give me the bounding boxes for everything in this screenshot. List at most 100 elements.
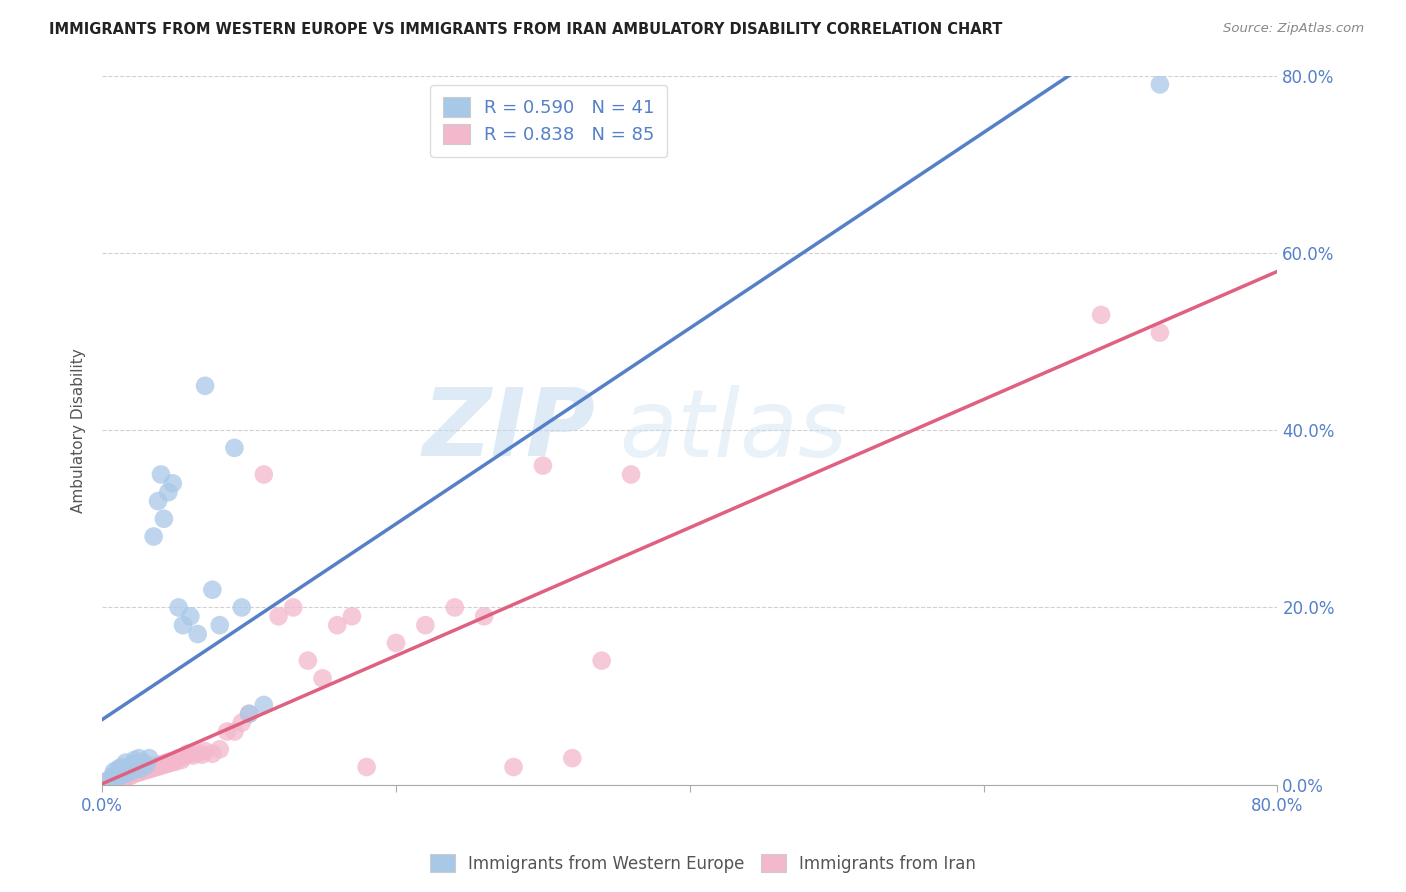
Point <box>94 775 117 789</box>
Point <box>141 760 163 774</box>
Point <box>104 771 127 785</box>
Point <box>132 763 155 777</box>
Point <box>98 773 121 788</box>
Point <box>1090 308 1112 322</box>
Point <box>105 770 128 784</box>
Text: atlas: atlas <box>619 384 848 475</box>
Point <box>167 751 190 765</box>
Point <box>146 494 169 508</box>
Point <box>121 768 143 782</box>
Point <box>138 761 160 775</box>
Point <box>120 760 142 774</box>
Point <box>238 706 260 721</box>
Point <box>472 609 495 624</box>
Point <box>114 756 136 770</box>
Point <box>208 618 231 632</box>
Point <box>173 749 195 764</box>
Point <box>191 747 214 762</box>
Text: IMMIGRANTS FROM WESTERN EUROPE VS IMMIGRANTS FROM IRAN AMBULATORY DISABILITY COR: IMMIGRANTS FROM WESTERN EUROPE VS IMMIGR… <box>49 22 1002 37</box>
Point <box>591 654 613 668</box>
Point <box>132 756 155 770</box>
Point <box>101 769 124 783</box>
Point <box>326 618 349 632</box>
Point <box>111 770 134 784</box>
Point <box>176 747 198 761</box>
Point <box>253 467 276 482</box>
Point <box>100 772 122 787</box>
Point <box>208 742 231 756</box>
Point <box>136 763 159 777</box>
Point <box>283 600 305 615</box>
Point <box>108 769 131 783</box>
Point <box>153 512 176 526</box>
Point <box>143 759 166 773</box>
Point <box>145 760 167 774</box>
Point <box>142 529 165 543</box>
Point <box>201 747 224 761</box>
Point <box>152 758 174 772</box>
Point <box>128 751 150 765</box>
Point <box>121 758 143 772</box>
Point <box>97 773 120 788</box>
Point <box>201 582 224 597</box>
Point <box>103 764 125 779</box>
Point <box>115 762 138 776</box>
Point <box>101 772 124 786</box>
Point <box>146 758 169 772</box>
Point <box>114 769 136 783</box>
Point <box>238 706 260 721</box>
Point <box>127 764 149 779</box>
Point <box>267 609 290 624</box>
Point <box>162 754 184 768</box>
Point <box>135 762 157 776</box>
Point <box>149 757 172 772</box>
Point <box>179 609 201 624</box>
Point <box>98 773 121 788</box>
Point <box>135 758 157 772</box>
Point <box>253 698 276 712</box>
Point <box>124 765 146 780</box>
Point <box>170 753 193 767</box>
Legend: Immigrants from Western Europe, Immigrants from Iran: Immigrants from Western Europe, Immigran… <box>423 847 983 880</box>
Point <box>115 770 138 784</box>
Point <box>224 441 246 455</box>
Point <box>162 476 184 491</box>
Legend: R = 0.590   N = 41, R = 0.838   N = 85: R = 0.590 N = 41, R = 0.838 N = 85 <box>430 85 668 157</box>
Point <box>443 600 465 615</box>
Point <box>356 760 378 774</box>
Point <box>125 756 148 771</box>
Point <box>110 769 132 783</box>
Point <box>105 773 128 788</box>
Point <box>217 724 239 739</box>
Point <box>149 467 172 482</box>
Point <box>107 772 129 786</box>
Point <box>181 748 204 763</box>
Point <box>122 767 145 781</box>
Text: Source: ZipAtlas.com: Source: ZipAtlas.com <box>1223 22 1364 36</box>
Point <box>1149 326 1171 340</box>
Point <box>125 766 148 780</box>
Point <box>415 618 437 632</box>
Point <box>111 764 134 779</box>
Point <box>385 636 408 650</box>
Point <box>179 747 201 761</box>
Point <box>120 769 142 783</box>
Point <box>156 756 179 770</box>
Point <box>167 600 190 615</box>
Point <box>160 756 183 770</box>
Point <box>194 744 217 758</box>
Point <box>231 715 253 730</box>
Point <box>1149 78 1171 92</box>
Point <box>139 762 162 776</box>
Point <box>172 618 194 632</box>
Point <box>224 724 246 739</box>
Point <box>110 760 132 774</box>
Point <box>112 772 135 786</box>
Point <box>231 600 253 615</box>
Point <box>155 757 177 772</box>
Point <box>134 764 156 778</box>
Point <box>128 765 150 780</box>
Point <box>620 467 643 482</box>
Point <box>124 753 146 767</box>
Point <box>112 767 135 781</box>
